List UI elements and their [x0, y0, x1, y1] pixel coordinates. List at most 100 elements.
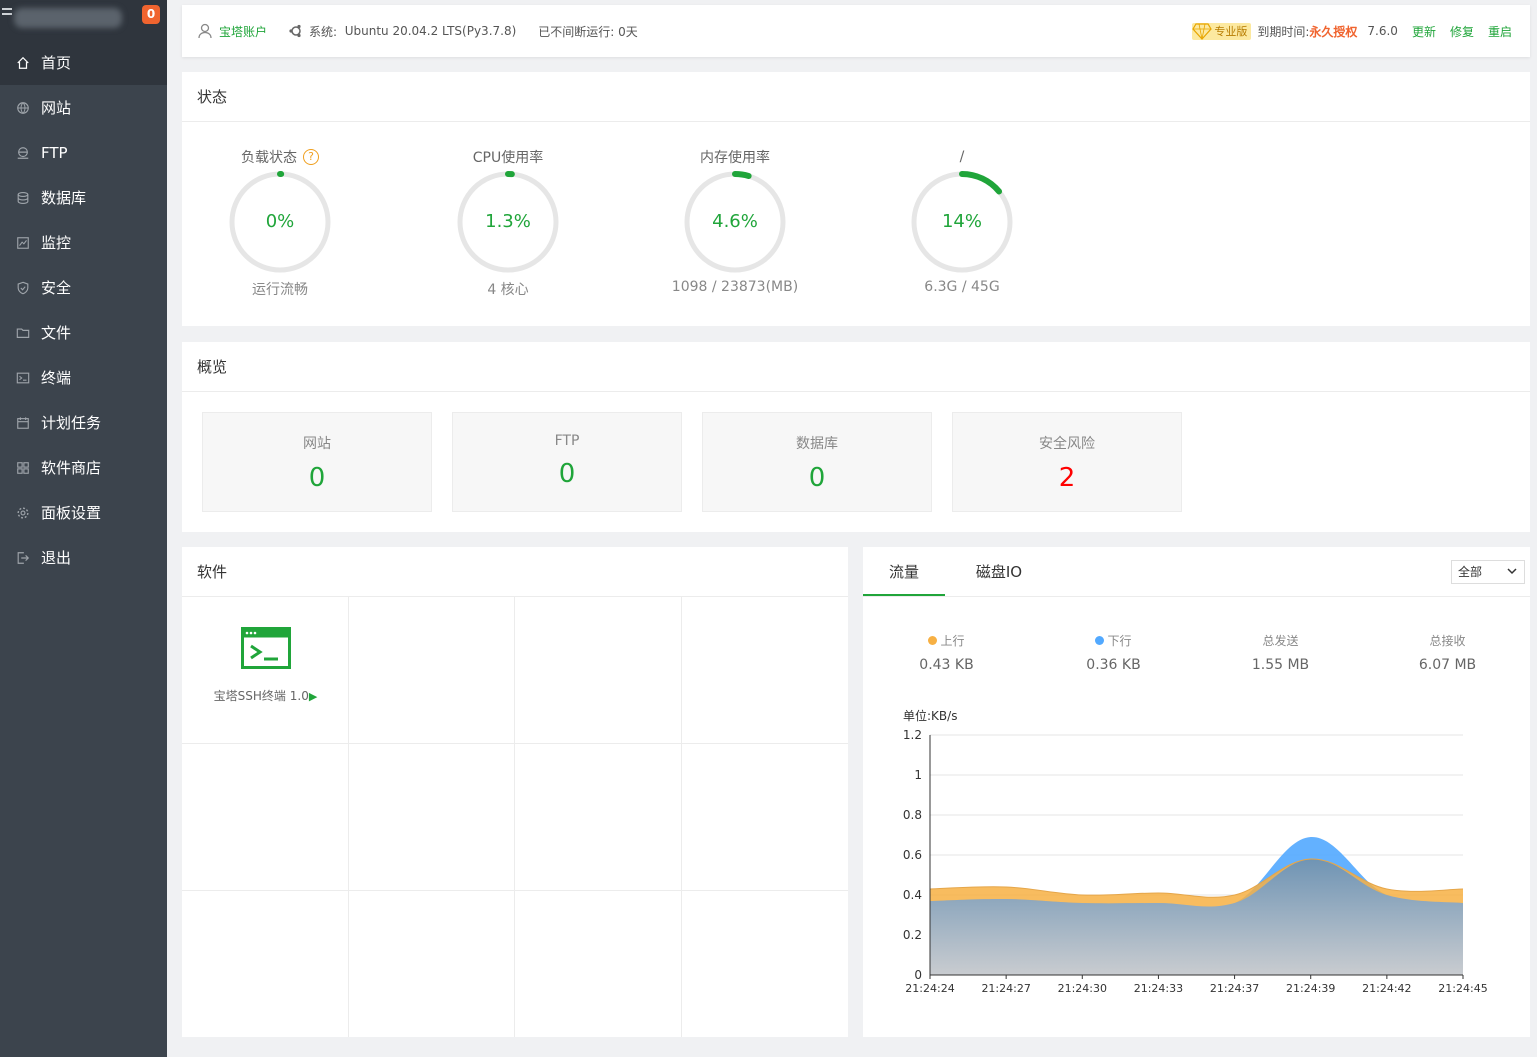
- overview-value: 0: [808, 463, 826, 493]
- help-icon[interactable]: ?: [303, 149, 319, 165]
- overview-card-1[interactable]: FTP 0: [452, 412, 682, 512]
- gauge-2[interactable]: 内存使用率 4.6% 1098 / 23873(MB): [645, 147, 825, 295]
- x-tick-label: 21:24:33: [1134, 982, 1183, 995]
- sidebar-item-5[interactable]: 安全: [0, 265, 167, 310]
- overview-label: 数据库: [796, 436, 838, 452]
- gauge-ring: [229, 171, 331, 273]
- x-tick-label: 21:24:24: [905, 982, 954, 995]
- play-icon[interactable]: ▶: [308, 690, 318, 703]
- sidebar-item-2[interactable]: FTP: [0, 130, 167, 175]
- series-area-overlap: [930, 858, 1463, 975]
- sidebar-item-3[interactable]: 数据库: [0, 175, 167, 220]
- overview-label: 网站: [303, 436, 331, 452]
- sidebar-item-0[interactable]: 首页: [0, 40, 167, 85]
- sidebar-item-7[interactable]: 终端: [0, 355, 167, 400]
- sidebar-item-4[interactable]: 监控: [0, 220, 167, 265]
- account-label: 宝塔账户: [219, 24, 268, 39]
- sidebar-filler: [0, 578, 167, 1057]
- expire-value: 永久授权: [1309, 24, 1358, 39]
- user-icon: [198, 23, 212, 39]
- traffic-chart: 1.2 1 0.8 0.6 0.4 0.2 021:24:24 21:24:27 21:24:3…: [903, 728, 1488, 995]
- stat-label: 总发送: [1262, 634, 1299, 648]
- tab-disk-io[interactable]: 磁盘IO: [975, 563, 1023, 581]
- system-label: 系统:: [309, 24, 338, 39]
- sidebar-item-label: 面板设置: [41, 504, 102, 522]
- series-line-upload: [929, 858, 1464, 898]
- stat-label: 上行: [940, 634, 965, 648]
- gauge-1[interactable]: CPU使用率 1.3% 4 核心: [418, 147, 598, 299]
- gauge-3[interactable]: / 14% 6.3G / 45G: [872, 147, 1052, 295]
- gauge-value: 1.3%: [485, 211, 531, 232]
- globe-icon: [15, 100, 31, 116]
- folder-icon: [15, 325, 31, 341]
- software-cell: [515, 891, 682, 1037]
- gauge-arc: [229, 171, 331, 273]
- x-tick-label: 21:24:37: [1210, 982, 1259, 995]
- software-cell: [182, 891, 349, 1037]
- gauge-0[interactable]: 负载状态? 0% 运行流畅: [190, 147, 370, 299]
- traffic-stat-3: 总接收 6.07 MB: [1364, 632, 1531, 673]
- sidebar-item-8[interactable]: 计划任务: [0, 400, 167, 445]
- stat-value: 6.07 MB: [1418, 657, 1477, 673]
- server-name-blurred: [14, 8, 122, 28]
- gauge-arc: [911, 171, 1013, 273]
- gauge-title: /: [959, 149, 965, 165]
- software-item-ssh[interactable]: 宝塔SSH终端 1.0▶: [182, 627, 349, 704]
- sidebar-item-11[interactable]: 退出: [0, 535, 167, 580]
- monitor-icon: [15, 235, 31, 251]
- terminal-app-icon: [240, 627, 291, 669]
- software-cell: [182, 597, 349, 744]
- sidebar-item-label: 计划任务: [41, 414, 102, 432]
- software-grid: 宝塔SSH终端 1.0▶: [182, 597, 848, 1037]
- y-tick-label: 1: [914, 768, 922, 782]
- legend-dot: [928, 636, 938, 645]
- overview-card-3[interactable]: 安全风险 2: [952, 412, 1182, 512]
- overview-card-2[interactable]: 数据库 0: [702, 412, 932, 512]
- sidebar-item-9[interactable]: 软件商店: [0, 445, 167, 490]
- system-value: Ubuntu 20.04.2 LTS(Py3.7.8): [344, 24, 517, 38]
- gear-icon: [15, 505, 31, 521]
- repair-link[interactable]: 修复: [1449, 24, 1474, 39]
- system-info: 系统: Ubuntu 20.04.2 LTS(Py3.7.8): [289, 23, 516, 40]
- overview-label: FTP: [554, 433, 580, 449]
- x-tick-label: 21:24:27: [981, 982, 1030, 995]
- gauge-title: 负载状态: [241, 150, 297, 166]
- interface-select[interactable]: 全部: [1451, 560, 1525, 584]
- overview-card-0[interactable]: 网站 0: [202, 412, 432, 512]
- x-tick-label: 21:24:30: [1058, 982, 1107, 995]
- restart-link[interactable]: 重启: [1487, 24, 1512, 39]
- overview-title: 概览: [182, 342, 1530, 392]
- sidebar-item-label: 退出: [41, 549, 72, 567]
- overview-value: 0: [308, 463, 326, 493]
- sidebar-item-label: 文件: [41, 324, 72, 342]
- stat-label: 总接收: [1429, 634, 1466, 648]
- sidebar-item-6[interactable]: 文件: [0, 310, 167, 355]
- sidebar-item-label: 安全: [41, 279, 72, 297]
- notification-badge[interactable]: 0: [142, 5, 160, 24]
- stat-value: 1.55 MB: [1251, 657, 1310, 673]
- tab-traffic[interactable]: 流量: [863, 547, 945, 596]
- y-tick-label: 0.6: [903, 848, 922, 862]
- sidebar-nav: 首页网站 FTP 数据库 监控安全文件终端计划任务软件商店面板设置退出: [0, 40, 167, 580]
- account-link[interactable]: 宝塔账户: [197, 23, 267, 40]
- gauge-ring: [911, 171, 1013, 273]
- sidebar-item-10[interactable]: 面板设置: [0, 490, 167, 535]
- menu-icon[interactable]: [2, 8, 12, 18]
- sidebar-item-label: 首页: [41, 54, 72, 72]
- software-cell: [515, 744, 682, 891]
- expire-label: 到期时间:: [1257, 24, 1310, 39]
- sidebar-item-label: 终端: [41, 369, 72, 387]
- update-link[interactable]: 更新: [1411, 24, 1436, 39]
- edition-label: 专业版: [1214, 25, 1248, 38]
- gauge-subtitle: 1098 / 23873(MB): [671, 279, 799, 295]
- sidebar-header: 0: [0, 0, 167, 40]
- stat-label: 下行: [1107, 634, 1132, 648]
- grid-icon: [15, 460, 31, 476]
- gauge-title: CPU使用率: [472, 150, 544, 166]
- software-cell: [515, 597, 682, 744]
- traffic-tabs: 流量 磁盘IO 全部: [863, 547, 1530, 597]
- overview-value: 2: [1058, 463, 1076, 493]
- sidebar-item-1[interactable]: 网站: [0, 85, 167, 130]
- software-cell: [682, 744, 848, 891]
- gauge-ring: [457, 171, 559, 273]
